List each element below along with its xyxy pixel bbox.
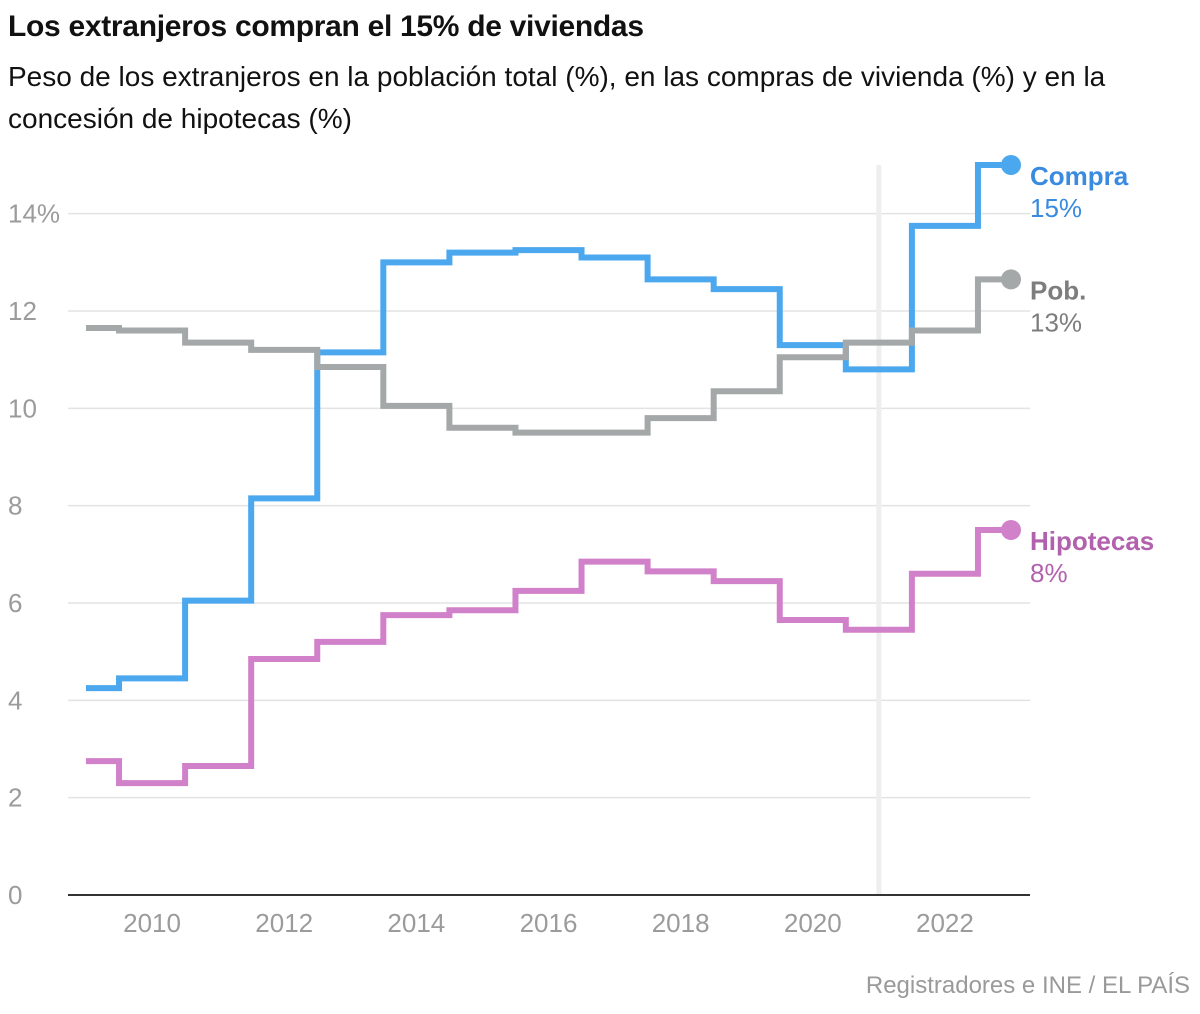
y-tick-label: 4 — [8, 685, 22, 715]
y-tick-label: 6 — [8, 588, 22, 618]
y-tick-label: 12 — [8, 296, 37, 326]
series-value-label: 15% — [1030, 193, 1082, 223]
series-line-pob — [86, 276, 1011, 436]
x-tick-label: 2010 — [123, 908, 181, 938]
x-tick-label: 2014 — [387, 908, 445, 938]
end-point-compra — [1001, 155, 1021, 175]
chart-subtitle: Peso de los extranjeros en la población … — [8, 61, 1106, 134]
end-point-pob — [1001, 269, 1021, 290]
axes: 0 2 4 6 8 10 12 14% 2010 2012 2014 2016 2018 2020 2022 — [8, 199, 1030, 938]
series-value-label: 8% — [1030, 558, 1068, 588]
series-name-label: Pob. — [1030, 275, 1086, 305]
y-tick-label: 14% — [8, 199, 60, 229]
series-name-label: Compra — [1030, 161, 1129, 191]
gridlines — [68, 212, 1030, 799]
x-tick-label: 2012 — [255, 908, 313, 938]
y-tick-label: 0 — [8, 880, 22, 910]
end-point-hipotecas — [1001, 520, 1021, 540]
series-lines — [86, 155, 1021, 787]
x-tick-label: 2020 — [784, 908, 842, 938]
chart-title: Los extranjeros compran el 15% de vivien… — [8, 10, 644, 43]
series-value-label: 13% — [1030, 307, 1082, 337]
x-tick-label: 2018 — [652, 908, 710, 938]
y-tick-label: 8 — [8, 491, 22, 521]
y-tick-label: 2 — [8, 783, 22, 813]
source-note: Registradores e INE / EL PAÍS — [865, 972, 1190, 999]
series-name-label: Hipotecas — [1030, 526, 1154, 556]
series-line-compra — [86, 162, 1011, 692]
x-tick-label: 2016 — [520, 908, 578, 938]
series-line-hipotecas — [86, 527, 1011, 787]
x-tick-label: 2022 — [916, 908, 974, 938]
y-tick-label: 10 — [8, 393, 37, 423]
